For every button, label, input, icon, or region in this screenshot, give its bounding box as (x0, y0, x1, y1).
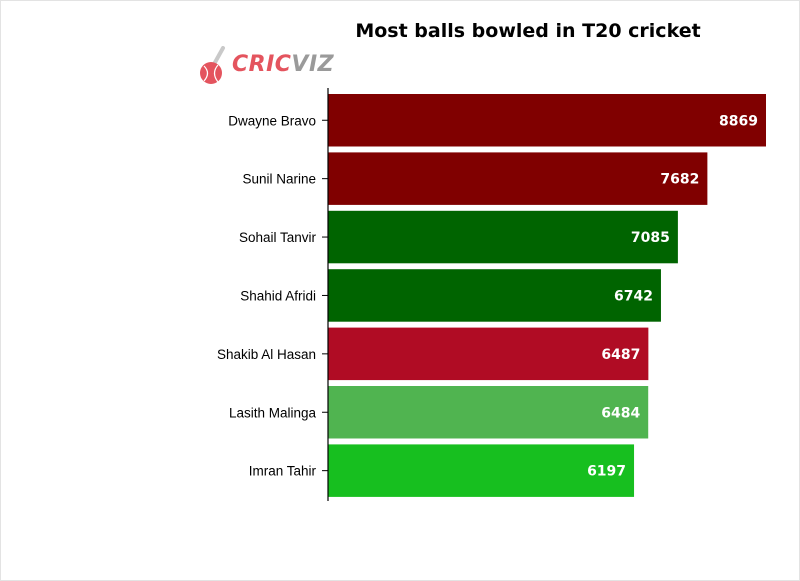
bar (328, 152, 708, 205)
data-label: 6197 (587, 464, 626, 480)
bar (328, 210, 678, 264)
data-label: 7682 (660, 172, 699, 188)
category-label: Sohail Tanvir (239, 230, 317, 245)
logo-word-cric: CRIC (232, 52, 292, 77)
category-label: Lasith Malinga (229, 405, 317, 420)
data-label: 8869 (719, 113, 758, 129)
data-label: 6742 (614, 288, 653, 304)
bar (328, 444, 635, 497)
data-label: 6484 (601, 405, 640, 421)
data-label: 6487 (601, 347, 640, 363)
bar (328, 386, 649, 439)
data-label: 7085 (631, 230, 670, 246)
cricket-bat-ball-icon (200, 46, 225, 84)
category-label: Imran Tahir (249, 464, 317, 479)
category-label: Shahid Afridi (240, 288, 316, 303)
category-label: Dwayne Bravo (228, 113, 316, 128)
category-label: Shakib Al Hasan (217, 347, 316, 362)
bar (328, 327, 649, 381)
logo-wordmark: CRICVIZ (232, 52, 334, 77)
category-label: Sunil Narine (242, 172, 316, 187)
chart-title: Most balls bowled in T20 cricket (355, 20, 701, 42)
logo-word-viz: VIZ (291, 52, 335, 77)
cricviz-logo: CRICVIZ (196, 46, 334, 90)
bar (328, 94, 766, 147)
bar (328, 269, 661, 322)
